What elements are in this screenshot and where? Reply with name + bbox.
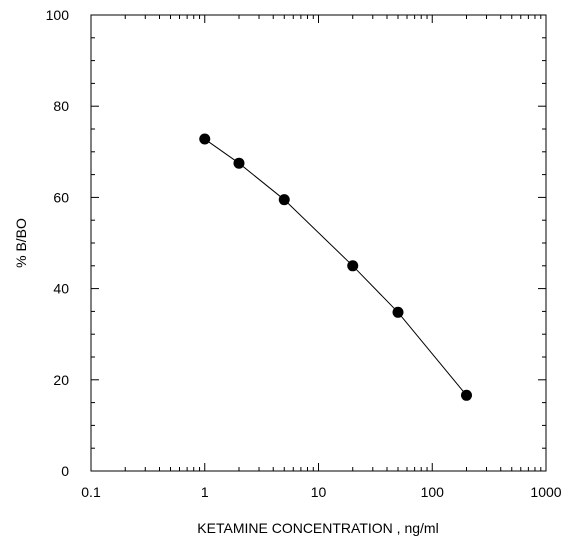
x-tick-label: 100 [421, 484, 445, 500]
data-points [199, 133, 472, 401]
y-tick-label: 100 [46, 7, 70, 23]
y-axis-label: % B/BO [13, 218, 29, 268]
axis-ticks [90, 14, 547, 472]
data-point [460, 389, 472, 401]
x-axis-label: KETAMINE CONCENTRATION , ng/ml [197, 520, 438, 536]
y-tick-label: 60 [53, 189, 69, 205]
y-tick-label: 40 [53, 281, 69, 297]
x-tick-label: 1000 [530, 484, 561, 500]
x-tick-label: 1 [201, 484, 209, 500]
series-line [204, 138, 467, 396]
y-tick-label: 20 [53, 372, 69, 388]
y-tick-label: 80 [53, 98, 69, 114]
data-point [233, 157, 245, 169]
data-point [347, 260, 359, 272]
data-point [278, 194, 290, 206]
plot-frame [90, 14, 547, 472]
data-point [392, 306, 404, 318]
x-tick-label: 10 [311, 484, 327, 500]
tick-labels: 0.1 1 10 100 1000 0 20 40 60 80 100 [46, 7, 562, 500]
y-tick-label: 0 [61, 463, 69, 479]
data-point [199, 133, 211, 145]
x-tick-label: 0.1 [81, 484, 101, 500]
